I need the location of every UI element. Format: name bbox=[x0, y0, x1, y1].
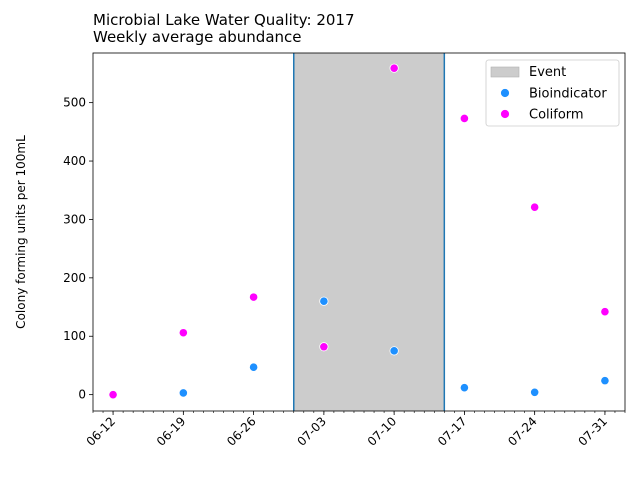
data-point-coliform bbox=[530, 202, 540, 212]
data-point-bioindicator bbox=[319, 296, 329, 306]
axes-frame bbox=[92, 52, 626, 412]
legend-marker-bioindicator bbox=[500, 88, 510, 98]
legend-label-bioindicator: Bioindicator bbox=[529, 87, 607, 102]
legend-label-event: Event bbox=[529, 65, 566, 80]
chart-title: Microbial Lake Water Quality: 2017 bbox=[93, 11, 355, 29]
legend: Event Bioindicator Coliform bbox=[485, 59, 620, 127]
data-point-bioindicator bbox=[178, 388, 188, 398]
data-point-coliform bbox=[459, 113, 469, 124]
data-point-bioindicator bbox=[530, 387, 540, 397]
data-point-bioindicator bbox=[600, 376, 610, 386]
x-tick-label: 07-31 bbox=[575, 414, 610, 449]
y-tick-label: 500 bbox=[63, 96, 86, 110]
x-tick-label: 06-19 bbox=[154, 414, 189, 449]
data-point-coliform bbox=[389, 63, 399, 73]
x-tick-label: 07-17 bbox=[435, 414, 470, 449]
y-tick-label: 300 bbox=[63, 212, 86, 226]
y-tick-label: 400 bbox=[63, 154, 86, 168]
y-tick-label: 0 bbox=[78, 388, 86, 402]
legend-swatch-event bbox=[490, 66, 520, 78]
data-point-coliform bbox=[319, 342, 329, 352]
y-axis-label: Colony forming units per 100mL bbox=[14, 135, 28, 329]
legend-marker-coliform bbox=[500, 109, 510, 119]
data-point-coliform bbox=[178, 328, 188, 338]
x-tick-label: 06-12 bbox=[84, 414, 119, 449]
data-point-coliform bbox=[249, 292, 259, 302]
x-tick-label: 07-03 bbox=[294, 414, 329, 449]
data-point-bioindicator bbox=[389, 346, 399, 356]
event-span bbox=[293, 53, 445, 411]
data-point-coliform bbox=[600, 307, 610, 317]
x-tick-label: 06-26 bbox=[224, 414, 259, 449]
legend-label-coliform: Coliform bbox=[529, 108, 584, 123]
data-point-bioindicator bbox=[459, 383, 469, 393]
data-point-bioindicator bbox=[249, 362, 259, 372]
y-tick-label: 100 bbox=[63, 329, 86, 343]
x-tick-label: 07-10 bbox=[365, 414, 400, 449]
chart-subtitle: Weekly average abundance bbox=[93, 28, 302, 46]
x-tick-label: 07-24 bbox=[505, 414, 540, 449]
data-point-coliform bbox=[108, 390, 118, 400]
y-tick-label: 200 bbox=[63, 271, 86, 285]
